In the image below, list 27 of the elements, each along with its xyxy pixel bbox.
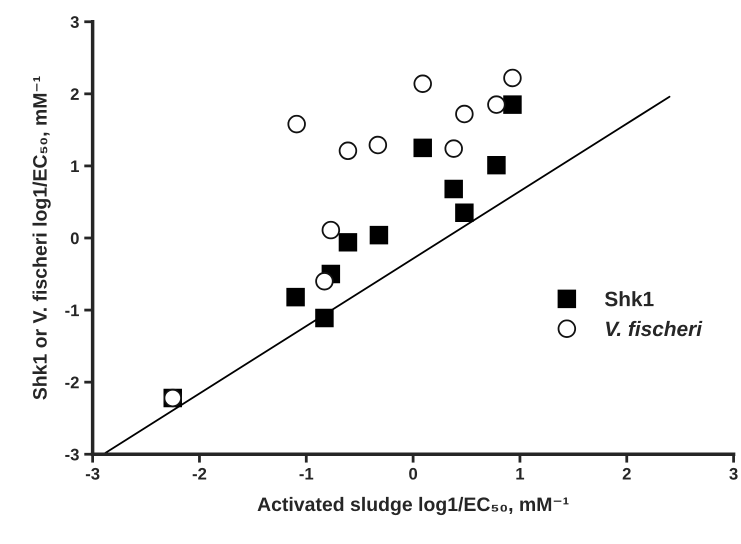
x-tick-label: 0	[409, 468, 418, 480]
legend-label: V. fischeri	[606, 320, 702, 336]
y-tick-label: 2	[70, 88, 79, 100]
point	[370, 226, 388, 244]
y-tick-label: 3	[70, 16, 79, 28]
point	[503, 95, 522, 114]
point	[286, 288, 305, 306]
point	[455, 204, 474, 222]
point	[338, 233, 358, 252]
y-tick-label: 1	[71, 160, 79, 172]
y-tick-label: -2	[65, 376, 79, 388]
x-axis-title: Activated sludge log1/EC₅₀, mM⁻¹	[258, 496, 569, 516]
x-tick-label: 1	[516, 468, 524, 480]
x-tick-label: -3	[86, 468, 100, 480]
x-tick-label: -2	[192, 468, 206, 480]
x-tick-label: 3	[729, 468, 738, 480]
legend-label: Shk1	[604, 291, 654, 306]
y-tick-label: -3	[65, 448, 79, 460]
point	[444, 180, 463, 198]
y-tick-label: -1	[65, 304, 79, 316]
y-axis-title: Shk1 or V. fischeri log1/EC₅₀, mM⁻¹	[32, 76, 51, 400]
point	[487, 156, 506, 174]
x-tick-label: -1	[300, 468, 314, 480]
point	[413, 138, 432, 158]
point	[315, 272, 334, 290]
y-tick-label: 0	[70, 232, 79, 244]
x-tick-label: 2	[622, 468, 631, 480]
